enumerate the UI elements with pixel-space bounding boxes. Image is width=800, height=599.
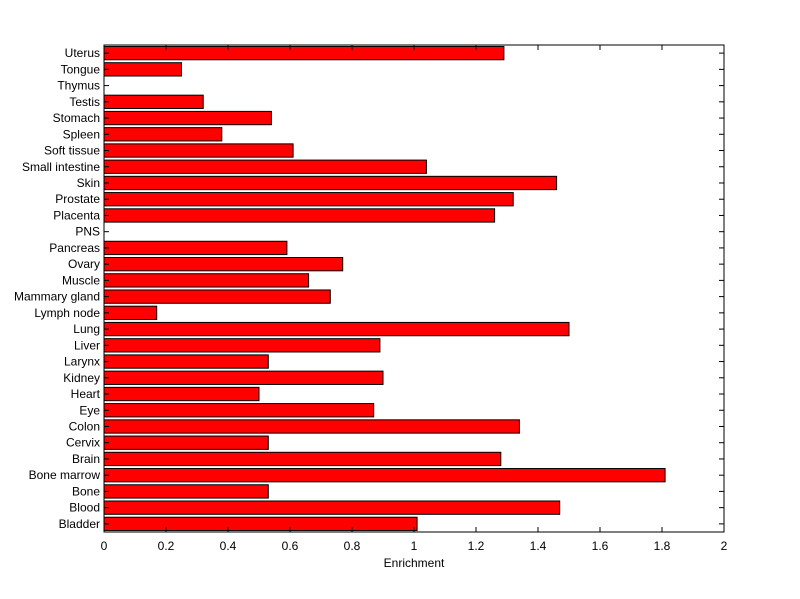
y-tick-label: Skin (77, 176, 100, 190)
bar-placenta (103, 208, 496, 223)
x-tick-label: 0.4 (220, 539, 237, 553)
bar-bone-marrow (103, 468, 666, 483)
bar-spleen (103, 127, 223, 142)
bar-skin (103, 175, 558, 191)
y-tick-label: Bone (72, 484, 100, 498)
bar-kidney (103, 370, 384, 385)
y-tick-label: Tongue (61, 62, 101, 76)
x-tick-label: 0.2 (158, 539, 175, 553)
x-tick-label: 2 (721, 539, 728, 553)
x-ticks-group: 0 0.2 0.4 0.6 0.8 1 1.2 1.4 1.6 1.8 2 (101, 45, 728, 553)
bar-brain (103, 451, 502, 467)
x-axis-label: Enrichment (384, 556, 445, 570)
y-ticks-group: Bladder Blood Bone Bone marrow Brain Cervix Co… (14, 46, 724, 531)
y-tick-label: Bladder (59, 517, 100, 531)
bar-testis (103, 94, 204, 109)
bar-stomach (103, 110, 272, 126)
x-tick-label: 1.2 (468, 539, 485, 553)
y-tick-label: Pancreas (49, 241, 100, 255)
y-tick-label: Testis (69, 95, 100, 109)
bars-group (103, 45, 666, 532)
bar-heart (103, 386, 260, 402)
y-tick-label: Colon (69, 419, 100, 433)
y-tick-label: Small intestine (22, 160, 100, 174)
y-tick-label: Muscle (62, 273, 100, 287)
y-tick-label: Kidney (63, 371, 100, 385)
bar-lymph-node (103, 305, 158, 321)
y-tick-label: Larynx (64, 355, 100, 369)
x-tick-label: 1.4 (530, 539, 547, 553)
x-tick-label: 1.8 (654, 539, 671, 553)
bar-small-intestine (103, 159, 427, 174)
y-tick-label: Spleen (63, 127, 100, 141)
y-tick-label: Ovary (68, 257, 100, 271)
y-tick-label: Thymus (57, 79, 100, 93)
bar-bone (103, 484, 269, 499)
x-tick-label: 0.6 (282, 539, 299, 553)
y-tick-label: Blood (69, 501, 100, 515)
bar-muscle (103, 273, 310, 288)
bar-uterus (103, 45, 505, 61)
y-tick-label: Liver (74, 338, 100, 352)
y-tick-label: Heart (71, 387, 101, 401)
y-tick-label: Lung (73, 322, 100, 336)
x-tick-label: 1 (411, 539, 418, 553)
y-tick-label: Prostate (55, 192, 100, 206)
bar-liver (103, 338, 381, 353)
y-tick-label: Mammary gland (14, 290, 100, 304)
y-tick-label: Placenta (53, 208, 100, 222)
bar-larynx (103, 354, 269, 369)
bar-bladder (103, 516, 418, 532)
bar-ovary (103, 256, 344, 272)
y-tick-label: Stomach (53, 111, 100, 125)
y-tick-label: Eye (79, 403, 100, 417)
y-tick-label: Lymph node (34, 306, 100, 320)
y-tick-label: Uterus (65, 46, 100, 60)
x-tick-label: 0 (101, 539, 108, 553)
y-tick-label: PNS (75, 225, 100, 239)
bar-cervix (103, 435, 269, 450)
bar-mammary-gland (103, 289, 331, 304)
y-tick-label: Cervix (66, 436, 100, 450)
bar-prostate (103, 192, 514, 207)
y-tick-label: Soft tissue (44, 144, 100, 158)
bar-soft-tissue (103, 143, 294, 158)
y-tick-label: Brain (72, 452, 100, 466)
bar-colon (103, 419, 520, 434)
x-tick-label: 1.6 (592, 539, 609, 553)
y-tick-label: Bone marrow (29, 468, 101, 482)
x-tick-label: 0.8 (344, 539, 361, 553)
bar-lung (103, 321, 570, 337)
bar-tongue (103, 62, 182, 77)
bar-eye (103, 403, 375, 418)
bar-pancreas (103, 240, 288, 256)
bar-blood (103, 500, 561, 515)
